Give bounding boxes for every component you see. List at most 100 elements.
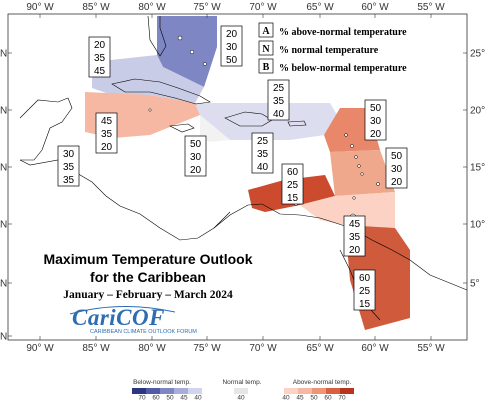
colorbar-above-tick: 60	[324, 395, 332, 400]
coast-florida	[147, 15, 167, 57]
logo-swoosh	[69, 305, 176, 315]
lon-tick-label-bottom: 85° W	[82, 343, 110, 354]
key-label-n: % normal temperature	[279, 45, 379, 56]
caricof-logo: CariCOF CARIBBEAN CLIMATE OUTLOOK FORUM	[69, 305, 197, 335]
lon-tick-label-bottom: 65° W	[306, 343, 334, 354]
prob-box-jamaica: 50 30 20	[184, 135, 207, 177]
lon-tick-label-top: 60° W	[361, 2, 389, 13]
prob-box-caribbean-south: 60 25 15	[281, 163, 304, 205]
colorbar-below-tick: 40	[194, 395, 202, 400]
prob-box-frame	[364, 99, 387, 141]
prob-box-bahamas: 20 30 50	[220, 25, 243, 67]
prob-value-b: 20	[190, 165, 202, 176]
colorbar-normal-tick: 40	[237, 395, 245, 400]
prob-value-n: 30	[190, 152, 202, 163]
key-box-n	[258, 40, 274, 56]
prob-value-b: 20	[101, 142, 113, 153]
colorbar-below-tick: 60	[152, 395, 160, 400]
prob-value-n: 30	[226, 42, 238, 53]
island-antigua	[344, 133, 348, 137]
colorbar-above-swatch	[284, 388, 298, 394]
prob-box-leewards: 50 30 20	[364, 99, 387, 141]
colorbar-above-swatch	[326, 388, 340, 394]
lon-tick-label-top: 85° W	[82, 2, 110, 13]
prob-box-frame	[251, 132, 274, 174]
lat-tick-label-left: N	[0, 332, 7, 343]
map-title-line1: Maximum Temperature Outlook	[43, 251, 252, 267]
longitude-ticks: 90° W 90° W 85° W 85° W 80° W 80° W 75° W 75° W…	[26, 2, 445, 354]
map-period: January – February – March 2024	[63, 289, 233, 301]
logo-subtitle: CARIBBEAN CLIMATE OUTLOOK FORUM	[90, 329, 197, 335]
region-jamaica	[200, 115, 230, 142]
island-st-lucia	[360, 172, 364, 176]
lat-tick-label-left: N	[0, 279, 7, 290]
colorbar-above-tick: 70	[338, 395, 346, 400]
prob-value-a: 60	[287, 167, 299, 178]
prob-value-b: 40	[273, 109, 285, 120]
lon-tick-label-top: 80° W	[138, 2, 166, 13]
colorbar-above-tick: 45	[296, 395, 304, 400]
prob-box-frame	[220, 25, 243, 67]
prob-value-a: 50	[370, 103, 382, 114]
lat-tick-label-left: N	[0, 163, 7, 174]
island-cayman	[148, 108, 152, 112]
prob-value-n: 30	[391, 164, 403, 175]
island-dominica	[354, 155, 358, 159]
lon-tick-label-bottom: 70° W	[249, 343, 277, 354]
key-label-a: % above-normal temperature	[279, 27, 407, 38]
prob-value-b: 45	[94, 66, 106, 77]
lat-tick-label-right: 25°	[470, 49, 485, 60]
prob-value-n: 35	[94, 53, 106, 64]
colorbar-above-swatch	[298, 388, 312, 394]
region-bahamas	[157, 16, 217, 87]
prob-value-a: 25	[257, 136, 269, 147]
prob-value-b: 35	[63, 175, 75, 186]
key-box-a	[258, 22, 274, 38]
prob-value-b: 40	[257, 162, 269, 173]
prob-value-n: 25	[359, 286, 371, 297]
colorbar-below-swatch	[146, 388, 160, 394]
coast-cuba	[111, 78, 211, 105]
colorbar-below-tick: 50	[166, 395, 174, 400]
key-letter-a: A	[262, 26, 270, 37]
prob-box-hispaniola-north: 25 35 40	[267, 79, 290, 121]
prob-value-b: 15	[287, 193, 299, 204]
prob-box-frame	[184, 135, 207, 177]
island-guadeloupe	[350, 144, 354, 148]
lat-tick-label-left: N	[0, 49, 7, 60]
latitude-ticks: 25° 20° 15° 10° 5° N N N N N N	[0, 49, 485, 343]
region-cuba-west	[92, 55, 204, 103]
prob-value-a: 30	[63, 149, 75, 160]
prob-box-belize: 30 35 35	[57, 145, 80, 187]
prob-value-a: 50	[391, 151, 403, 162]
small-islands	[148, 35, 380, 221]
prob-value-a: 20	[226, 29, 238, 40]
lon-tick-label-top: 65° W	[306, 2, 334, 13]
lon-tick-label-top: 75° W	[193, 2, 221, 13]
coast-south-america	[213, 203, 468, 291]
lat-tick-label-right: 15°	[470, 163, 485, 174]
island-grenada	[352, 196, 356, 200]
prob-value-b: 20	[391, 177, 403, 188]
prob-value-b: 20	[349, 245, 361, 256]
prob-value-b: 50	[226, 55, 238, 66]
island-barbados	[376, 182, 380, 186]
colorbar-below-swatch	[160, 388, 174, 394]
prob-value-a: 20	[94, 40, 106, 51]
probability-boxes: 20 30 50 20 35 45 45 35 20 50 30 20 25 35 40 25 35 40 30 35…	[57, 25, 408, 311]
prob-value-a: 60	[359, 273, 371, 284]
colorbar-below-swatch	[188, 388, 202, 394]
region-hispaniola	[195, 103, 340, 140]
prob-value-n: 25	[287, 180, 299, 191]
coast-yucatan	[19, 97, 73, 161]
prob-value-n: 35	[257, 149, 269, 160]
prob-value-n: 35	[349, 232, 361, 243]
prob-box-windwards: 50 30 20	[385, 147, 408, 189]
prob-box-frame	[57, 145, 80, 187]
prob-value-n: 35	[273, 96, 285, 107]
lon-tick-label-top: 90° W	[26, 2, 54, 13]
prob-value-a: 50	[190, 139, 202, 150]
lon-tick-label-bottom: 75° W	[193, 343, 221, 354]
island-bahamas-1	[177, 35, 183, 41]
